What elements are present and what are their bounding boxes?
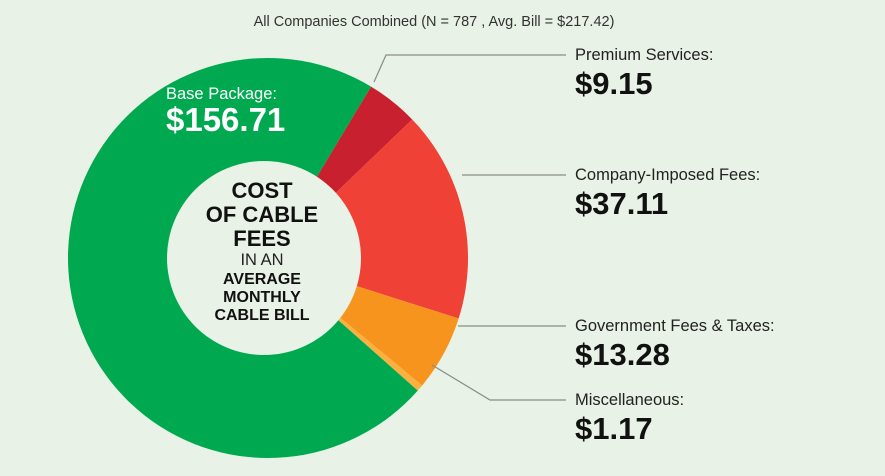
leader-premium xyxy=(373,54,566,83)
leader-misc xyxy=(431,364,566,401)
center-line-7: CABLE BILL xyxy=(214,307,309,324)
donut-center xyxy=(167,161,361,355)
label-government-name: Government Fees & Taxes: xyxy=(575,317,775,335)
label-misc-name: Miscellaneous: xyxy=(575,391,684,409)
center-line-2: OF CABLE xyxy=(206,202,318,227)
label-base-value: $156.71 xyxy=(166,101,285,138)
center-text: COST OF CABLE FEES IN AN AVERAGE MONTHLY… xyxy=(206,178,318,324)
label-company-name: Company-Imposed Fees: xyxy=(575,166,760,184)
label-premium-value: $9.15 xyxy=(575,66,653,101)
center-line-1: COST xyxy=(231,178,293,203)
label-company-value: $37.11 xyxy=(575,186,668,221)
label-premium-name: Premium Services: xyxy=(575,46,713,64)
label-base-name: Base Package: xyxy=(166,85,277,103)
center-line-5: AVERAGE xyxy=(223,271,301,288)
center-line-4: IN AN xyxy=(240,251,283,269)
label-misc-value: $1.17 xyxy=(575,411,653,446)
chart-subtitle: All Companies Combined (N = 787 , Avg. B… xyxy=(254,14,615,30)
label-government-value: $13.28 xyxy=(575,337,670,372)
center-line-6: MONTHLY xyxy=(223,289,301,306)
center-line-3: FEES xyxy=(233,226,290,251)
